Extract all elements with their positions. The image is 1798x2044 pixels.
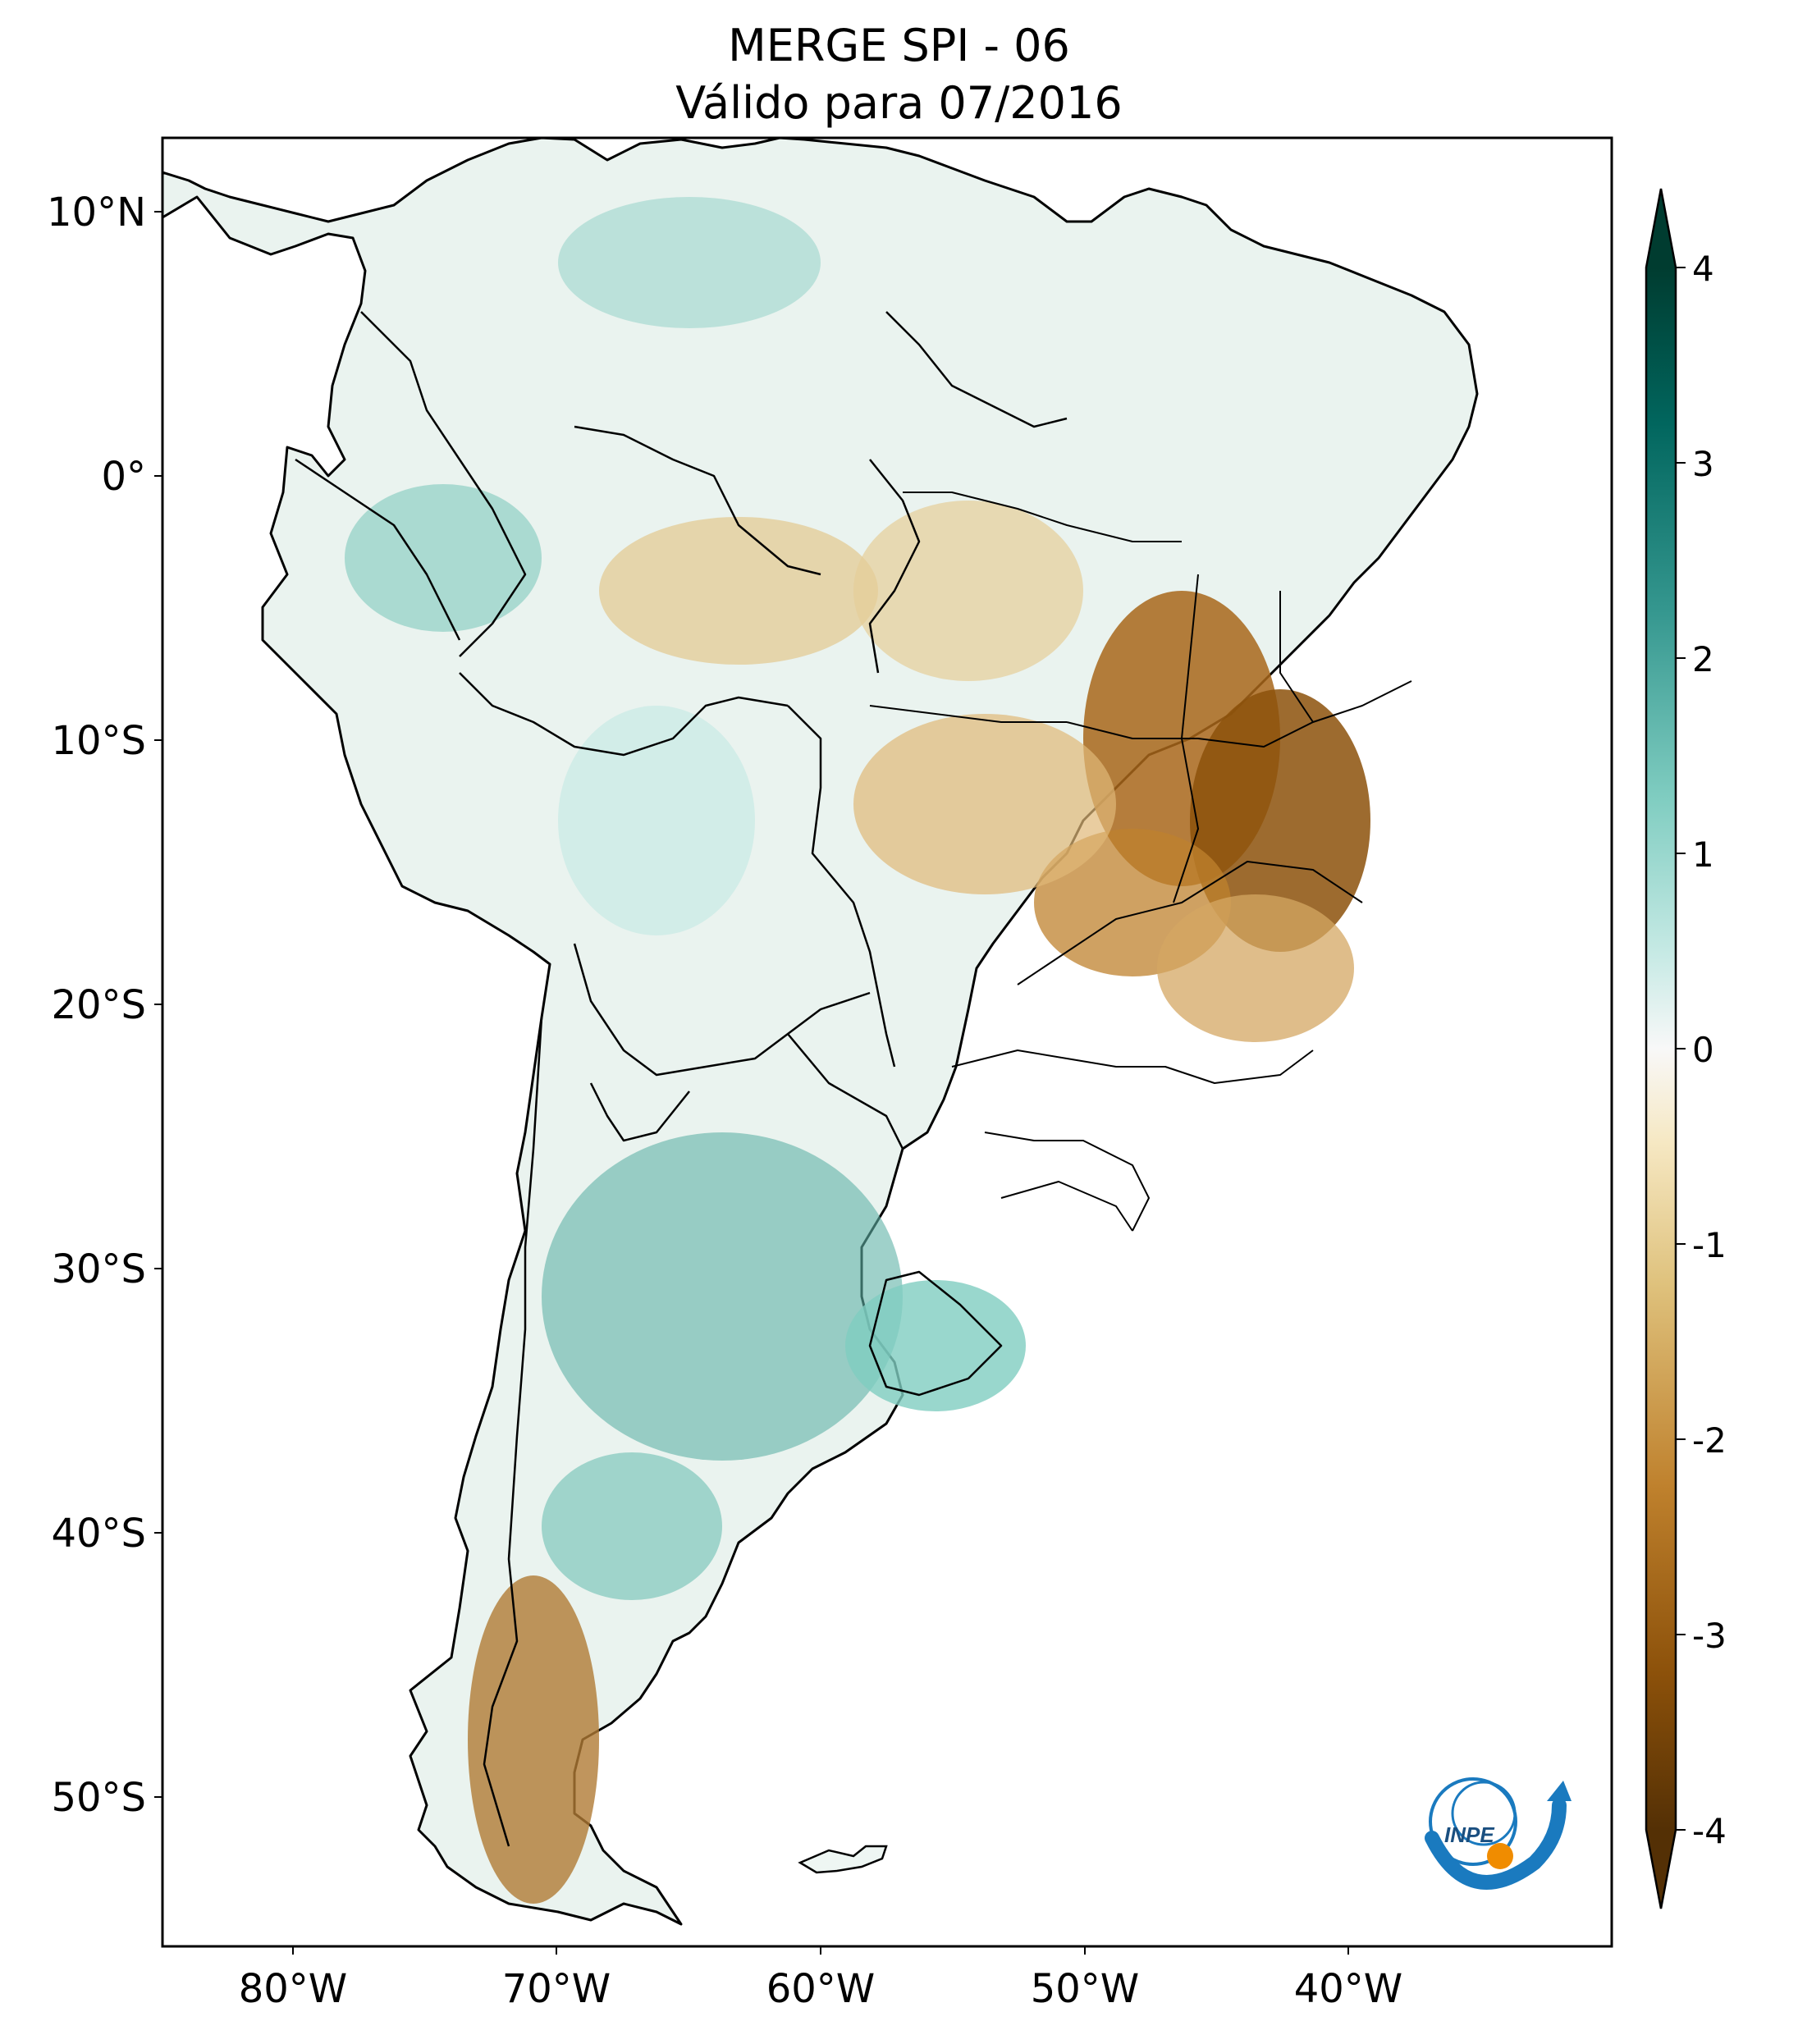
lon-label-70w: 70°W [502, 1966, 611, 2012]
map-subtitle: Válido para 07/2016 [675, 77, 1123, 129]
wet-patch-venezuela [558, 197, 821, 328]
wet-patch-bolivia [558, 706, 755, 935]
latitude-labels: 10°N 0° 10°S 20°S 30°S 40°S 50°S [47, 190, 162, 1821]
colorbar-tick-0: 0 [1692, 1030, 1714, 1070]
state-borders [869, 492, 1412, 1232]
colorbar [1645, 188, 1677, 1909]
wet-patch-uruguay [845, 1280, 1026, 1411]
lat-label-10n: 10°N [47, 190, 146, 235]
colorbar-tick-neg3: -3 [1692, 1616, 1727, 1656]
wet-patch-argentina [542, 1132, 903, 1461]
lon-label-40w: 40°W [1294, 1966, 1403, 2012]
colorbar-tick-neg1: -1 [1692, 1225, 1727, 1265]
drought-patch-center [853, 714, 1116, 894]
lon-label-80w: 80°W [239, 1966, 348, 2012]
colorbar-gradient [1646, 268, 1676, 1830]
map-title: MERGE SPI - 06 [728, 20, 1070, 71]
colorbar-tick-neg2: -2 [1692, 1420, 1727, 1461]
colorbar-tick-1: 1 [1692, 835, 1714, 875]
lon-label-60w: 60°W [766, 1966, 876, 2012]
drought-patch-minas [1157, 894, 1354, 1042]
inpe-logo-text: INPE [1444, 1822, 1494, 1847]
longitude-labels: 80°W 70°W 60°W 50°W 40°W [239, 1946, 1403, 2012]
lat-label-0: 0° [101, 454, 146, 500]
colorbar-ticks: 4 3 2 1 0 -1 -2 -3 -4 [1676, 249, 1727, 1851]
drought-patch-bahia [1190, 689, 1370, 952]
colorbar-tick-2: 2 [1692, 639, 1714, 679]
colorbar-top-extension [1646, 189, 1676, 268]
colorbar-tick-3: 3 [1692, 444, 1714, 484]
colorbar-tick-4: 4 [1692, 249, 1714, 289]
colorbar-bottom-extension [1646, 1830, 1676, 1909]
lon-label-50w: 50°W [1031, 1966, 1140, 2012]
colorbar-tick-neg4: -4 [1692, 1811, 1727, 1851]
lat-label-20s: 20°S [51, 982, 146, 1028]
lat-label-30s: 30°S [51, 1246, 146, 1292]
inpe-logo: INPE [1425, 1777, 1572, 1890]
drought-patch-amazon [599, 517, 878, 665]
country-borders [295, 311, 1068, 1847]
falkland-islands [798, 1845, 888, 1874]
lat-label-50s: 50°S [51, 1775, 146, 1821]
wet-patch-peru [345, 484, 542, 632]
drought-patch-para [853, 501, 1083, 681]
lat-label-40s: 40°S [51, 1511, 146, 1557]
lat-label-10s: 10°S [51, 718, 146, 764]
wet-patch-south-argentina [542, 1452, 722, 1600]
